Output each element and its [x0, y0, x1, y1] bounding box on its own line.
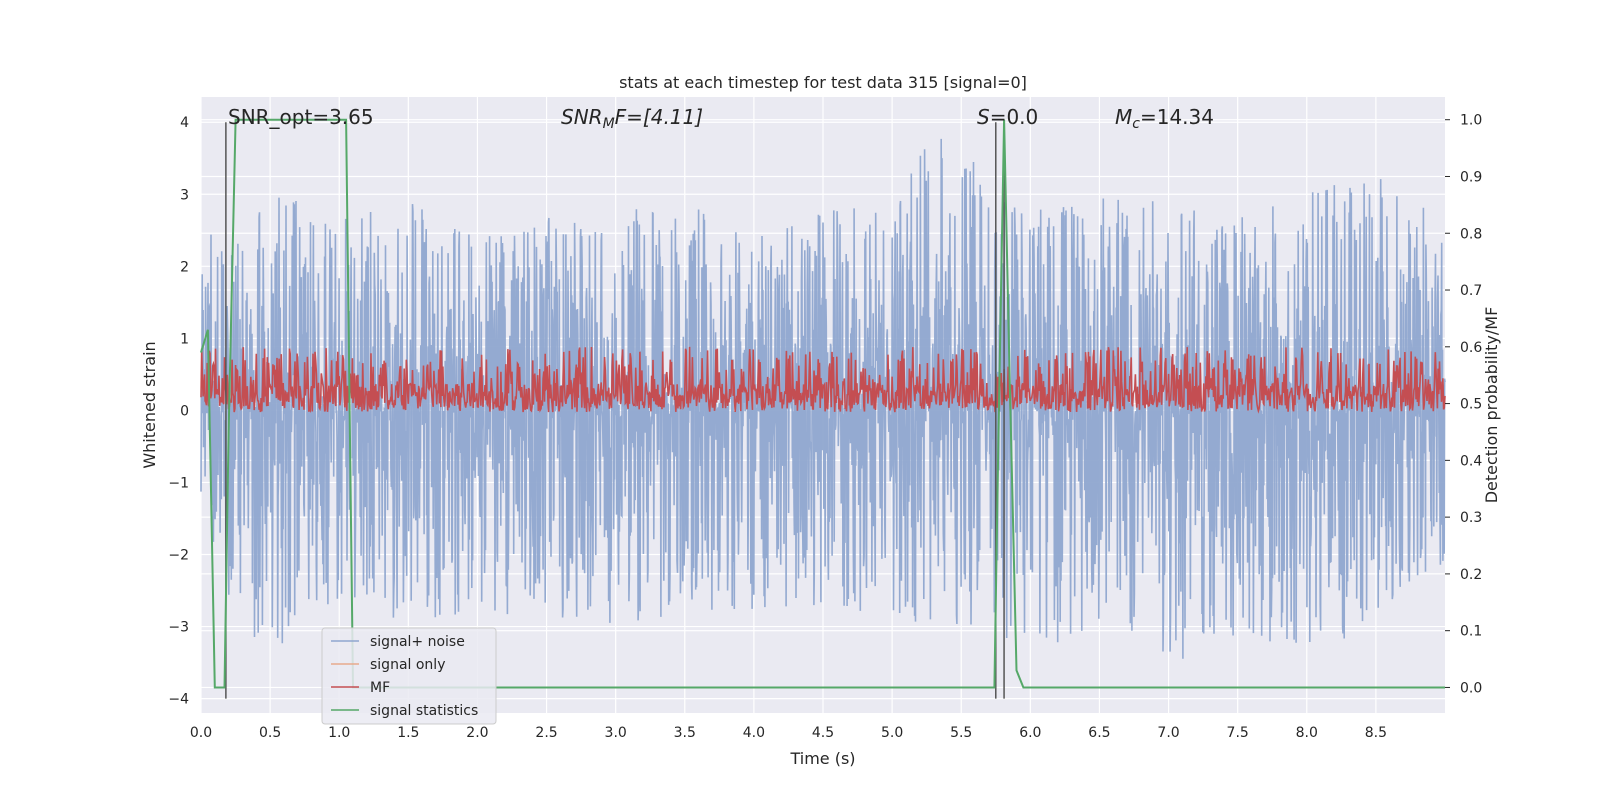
x-tick-label: 3.5 [674, 725, 696, 741]
annotation-mc-suffix: =14.34 [1140, 105, 1214, 129]
annotation-snr-mf-sub: M [603, 116, 615, 132]
y-tick-label-left: 1 [180, 331, 189, 347]
annotation-mc-prefix: M [1115, 105, 1132, 129]
x-tick-label: 4.0 [743, 725, 765, 741]
y-tick-label-right: 0.3 [1460, 510, 1482, 526]
y-tick-label-left: −2 [168, 547, 189, 563]
x-tick-label: 3.0 [605, 725, 627, 741]
y-tick-label-right: 1.0 [1460, 113, 1482, 129]
y-ticks-right: 1.0 0.9 0.8 0.7 0.6 0.5 0.4 0.3 0.2 0.1 0.0 [1445, 113, 1482, 696]
x-tick-label: 6.0 [1019, 725, 1041, 741]
mf-series [200, 346, 1446, 414]
y-tick-label-right: 0.5 [1460, 397, 1482, 413]
y-tick-label-left: 3 [180, 187, 189, 203]
legend: signal+ noise signal only MF signal stat… [321, 627, 497, 725]
x-tick-label: 2.5 [535, 725, 557, 741]
x-tick-label: 7.0 [1157, 725, 1179, 741]
annotation-s-suffix: =0.0 [990, 105, 1039, 129]
mf-line [200, 346, 1446, 414]
y-tick-label-left: −1 [168, 475, 189, 491]
annotation-snr-mf: SNRMF=[4.11] [561, 105, 703, 132]
x-tick-label: 5.5 [950, 725, 972, 741]
annotation-s-prefix: S [977, 105, 990, 129]
y-tick-label-right: 0.2 [1460, 567, 1482, 583]
annotation-mc: Mc=14.34 [1115, 105, 1214, 132]
y-tick-label-right: 0.9 [1460, 169, 1482, 185]
legend-box [321, 627, 497, 725]
annotation-snr-mf-suffix: F=[4.11] [615, 105, 703, 129]
x-tick-label: 6.5 [1088, 725, 1110, 741]
signal-statistics-series [200, 118, 1445, 689]
y-tick-label-right: 0.1 [1460, 624, 1482, 640]
y-ticks-left: 4 3 2 1 0 −1 −2 −3 −4 [168, 115, 189, 707]
x-tick-label: 8.5 [1365, 725, 1387, 741]
legend-label-signal-only: signal only [370, 657, 445, 673]
y-tick-label-left: 4 [180, 115, 189, 131]
x-tick-label: 0.5 [259, 725, 281, 741]
x-tick-label: 2.0 [466, 725, 488, 741]
y-tick-label-left: 0 [180, 403, 189, 419]
y-tick-label-right: 0.8 [1460, 226, 1482, 242]
x-tick-label: 1.0 [328, 725, 350, 741]
y-axis-label-right: Detection probability/MF [1482, 307, 1501, 504]
x-tick-label: 5.0 [881, 725, 903, 741]
annotation-snr-opt: SNR_opt=3.65 [228, 105, 374, 129]
x-tick-label: 8.0 [1296, 725, 1318, 741]
y-tick-label-right: 0.7 [1460, 283, 1482, 299]
x-tick-label: 4.5 [812, 725, 834, 741]
y-tick-label-right: 0.6 [1460, 340, 1482, 356]
legend-label-mf: MF [370, 680, 390, 696]
annotation-mc-sub: c [1132, 116, 1140, 132]
chart-title: stats at each timestep for test data 315… [619, 73, 1027, 92]
x-tick-label: 7.5 [1227, 725, 1249, 741]
x-axis-label: Time (s) [789, 749, 855, 768]
x-tick-label: 1.5 [397, 725, 419, 741]
legend-label-signal-statistics: signal statistics [370, 703, 478, 719]
x-ticks: 0.0 0.5 1.0 1.5 2.0 2.5 3.0 3.5 4.0 4.5 5.0 5.5 6.0 6… [190, 725, 1387, 741]
legend-label-signal-plus-noise: signal+ noise [370, 634, 465, 650]
y-tick-label-left: −3 [168, 620, 189, 636]
y-tick-label-left: 2 [180, 259, 189, 275]
y-tick-label-right: 0.0 [1460, 680, 1482, 696]
annotation-snr-mf-prefix: SNR [561, 105, 603, 129]
annotation-s: S=0.0 [977, 105, 1038, 129]
y-axis-label-left: Whitened strain [140, 341, 159, 468]
x-tick-label: 0.0 [190, 725, 212, 741]
y-tick-label-left: −4 [168, 692, 189, 708]
y-tick-label-right: 0.4 [1460, 453, 1482, 469]
signal-statistics-line [200, 118, 1445, 689]
